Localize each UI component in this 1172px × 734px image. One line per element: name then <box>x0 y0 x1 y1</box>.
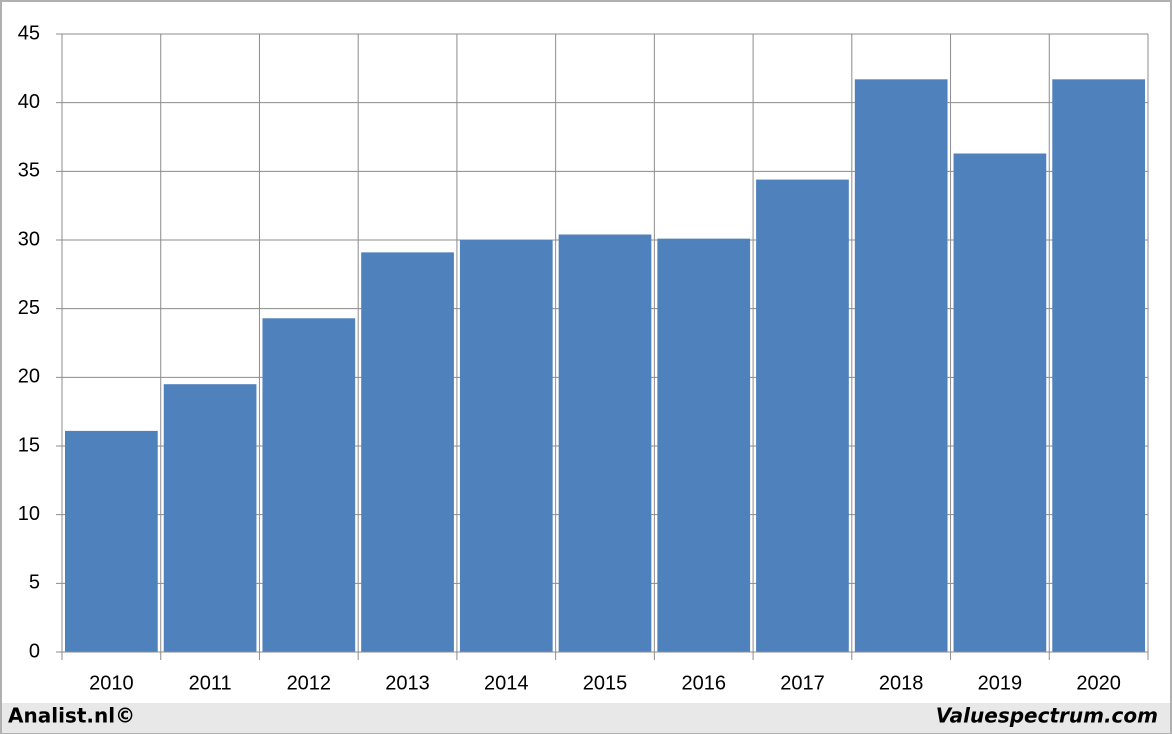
x-tick-label: 2020 <box>1076 672 1121 694</box>
x-tick-label: 2016 <box>681 672 726 694</box>
x-tick-label: 2019 <box>978 672 1023 694</box>
footer-right: Valuespectrum.com <box>936 704 1158 728</box>
y-tick-label: 20 <box>18 366 40 388</box>
y-tick-label: 5 <box>29 572 40 594</box>
footer-band <box>2 703 1170 733</box>
y-tick-label: 35 <box>18 160 40 182</box>
bar <box>262 318 356 652</box>
footer-left: Analist.nl© <box>8 704 135 728</box>
x-tick-label: 2011 <box>189 672 232 694</box>
y-tick-label: 0 <box>29 640 40 662</box>
bar <box>756 179 849 652</box>
bar <box>361 252 454 653</box>
y-tick-label: 10 <box>18 503 40 525</box>
bar <box>854 79 948 652</box>
bar <box>1052 79 1145 652</box>
x-tick-label: 2010 <box>89 672 134 694</box>
bar <box>953 153 1047 653</box>
bar <box>558 234 652 653</box>
y-tick-label: 25 <box>18 297 40 319</box>
y-tick-label: 30 <box>18 228 40 250</box>
x-tick-label: 2017 <box>780 672 825 694</box>
bar <box>65 430 158 652</box>
x-tick-label: 2012 <box>287 672 332 694</box>
bar <box>163 384 257 652</box>
y-tick-label: 15 <box>18 434 40 456</box>
y-tick-label: 45 <box>18 22 40 44</box>
y-tick-label: 40 <box>18 91 40 113</box>
bar <box>459 240 553 652</box>
x-tick-label: 2013 <box>385 672 430 694</box>
x-tick-label: 2014 <box>484 672 529 694</box>
x-tick-label: 2018 <box>879 672 924 694</box>
bar <box>657 238 751 653</box>
x-tick-label: 2015 <box>583 672 628 694</box>
